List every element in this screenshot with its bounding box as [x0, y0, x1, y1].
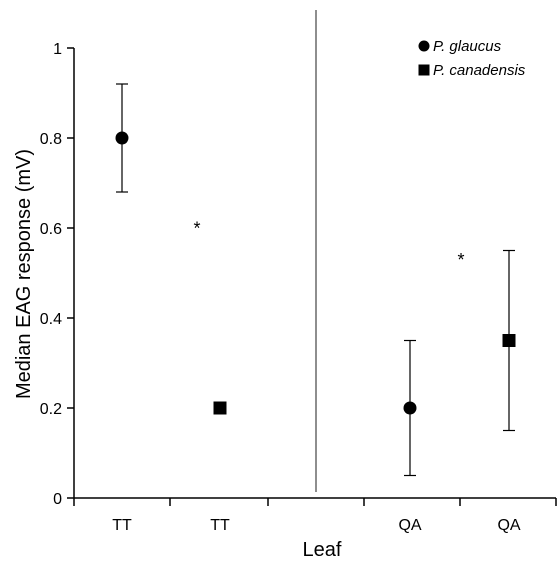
x-tick-label: TT	[210, 517, 230, 534]
x-tick-label: TT	[112, 517, 132, 534]
y-tick-label: 1	[53, 41, 62, 58]
legend-label: P. canadensis	[433, 62, 526, 79]
annotations: **	[193, 219, 464, 271]
legend: P. glaucus P. canadensis	[418, 38, 526, 79]
x-tick-label: QA	[398, 517, 421, 534]
y-tick-label: 0.4	[40, 311, 62, 328]
significance-asterisk: *	[193, 219, 200, 239]
data-marks	[115, 83, 516, 477]
data-point-square	[502, 334, 516, 347]
data-point-circle	[403, 401, 417, 415]
legend-marker-square	[418, 64, 430, 76]
y-tick-label: 0.6	[40, 221, 62, 238]
data-point-square	[213, 401, 227, 415]
y-tick-label: 0.2	[40, 401, 62, 418]
axis-titles: Leaf Median EAG response (mV)	[13, 149, 342, 561]
y-tick-label: 0.8	[40, 131, 62, 148]
x-tick-label: QA	[497, 517, 520, 534]
axes: 0 0.2 0.4 0.6 0.8 1 TT TT QA QA	[40, 41, 557, 534]
data-point-circle	[115, 131, 129, 145]
legend-marker-circle	[418, 40, 430, 52]
y-axis-title: Median EAG response (mV)	[13, 149, 35, 399]
significance-asterisk: *	[457, 250, 464, 270]
legend-label: P. glaucus	[433, 38, 502, 55]
x-axis-title: Leaf	[303, 539, 342, 561]
y-tick-label: 0	[53, 491, 62, 508]
